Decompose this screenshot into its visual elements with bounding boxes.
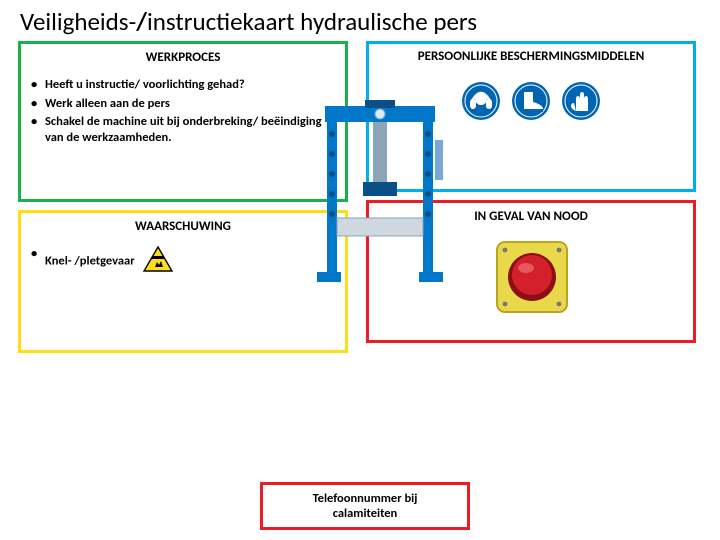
phone-line1: Telefoonnummer bij bbox=[269, 491, 461, 506]
crush-hazard-icon bbox=[143, 246, 173, 277]
safety-boots-icon bbox=[511, 81, 551, 125]
ear-protection-icon bbox=[461, 81, 501, 125]
phone-box: Telefoonnummer bij calamiteiten bbox=[260, 482, 470, 530]
title-slash: / bbox=[136, 6, 147, 37]
hydraulic-press-image bbox=[295, 100, 465, 305]
list-item: Knel- /pletgevaar bbox=[29, 246, 337, 277]
list-item: Werk alleen aan de pers bbox=[29, 96, 337, 112]
ppe-header: PERSOONLIJKE BESCHERMINGSMIDDELEN bbox=[369, 44, 693, 71]
title-right: instructiekaart hydraulische pers bbox=[147, 6, 477, 37]
list-item: Heeft u instructie/ voorlichting gehad? bbox=[29, 77, 337, 93]
page-title: Veiligheids-/instructiekaart hydraulisch… bbox=[0, 0, 720, 41]
title-left: Veiligheids- bbox=[20, 6, 136, 37]
workprocess-list: Heeft u instructie/ voorlichting gehad? … bbox=[29, 77, 337, 146]
safety-gloves-icon bbox=[561, 81, 601, 125]
list-item: Schakel de machine uit bij onderbreking/… bbox=[29, 114, 337, 145]
workprocess-header: WERKPROCES bbox=[21, 44, 345, 71]
emergency-stop-icon bbox=[483, 313, 579, 328]
warning-list: Knel- /pletgevaar bbox=[29, 246, 337, 277]
phone-line2: calamiteiten bbox=[269, 506, 461, 521]
